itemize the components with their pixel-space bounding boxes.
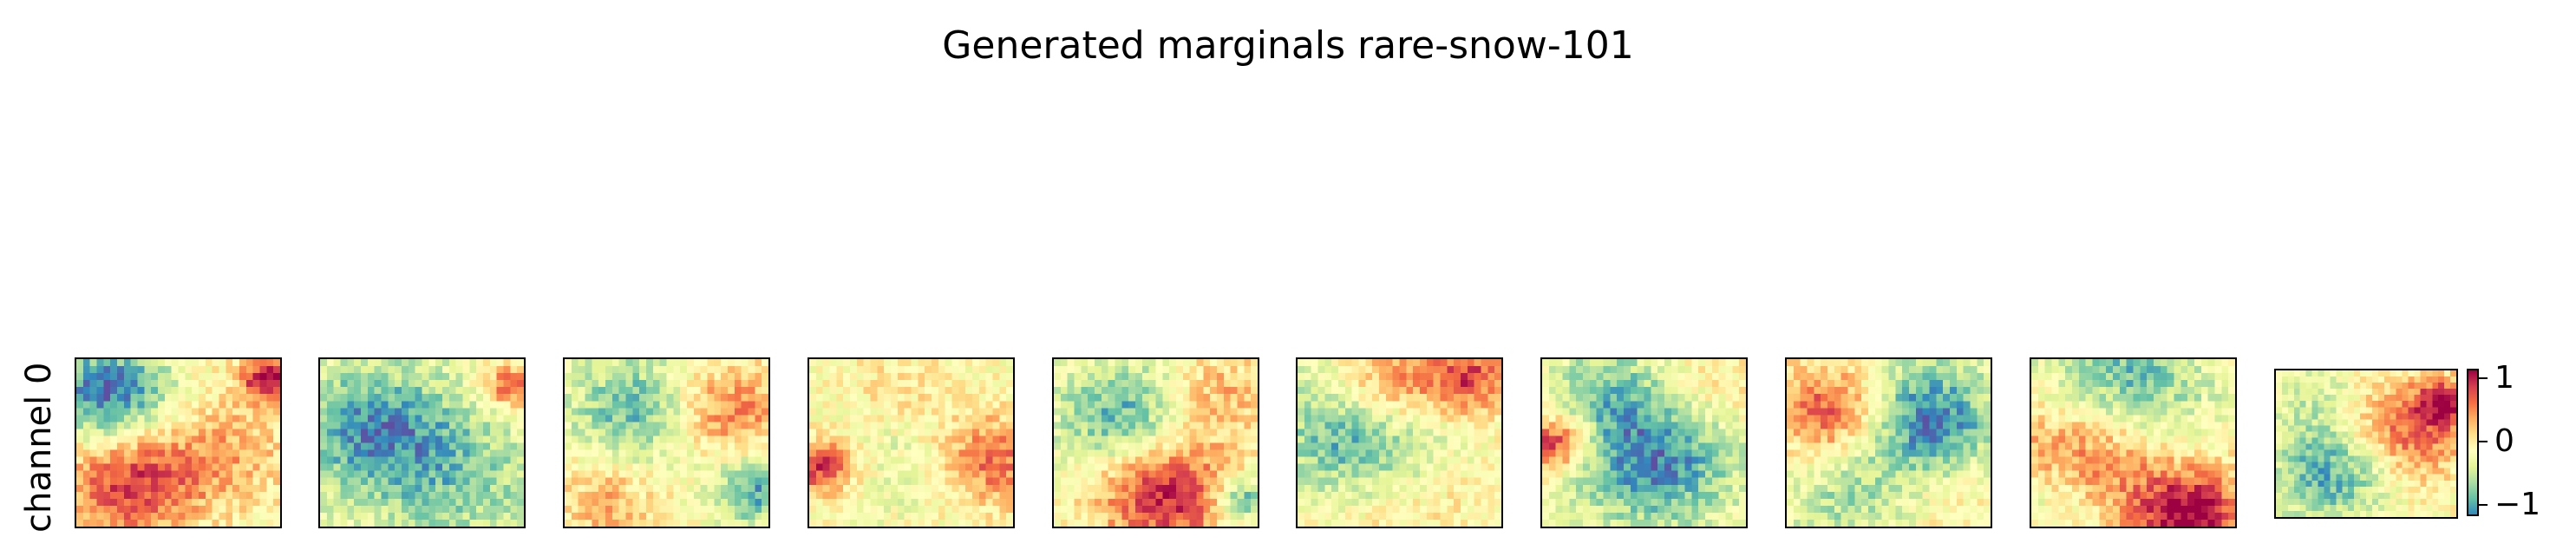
heatmap-panel-9 [2030, 357, 2237, 528]
row-label-text: channel 0 [19, 362, 59, 533]
heatmap-canvas [809, 359, 1013, 527]
heatmap-panel-3 [563, 357, 770, 528]
chart-title: Generated marginals rare-snow-101 [942, 23, 1634, 68]
heatmap-panel-5 [1052, 357, 1259, 528]
heatmap-canvas [2031, 359, 2235, 527]
heatmap-canvas [2276, 370, 2456, 517]
colorbar-tick-label: −1 [2494, 487, 2541, 522]
heatmap-canvas [1787, 359, 1991, 527]
heatmap-panel-6 [1296, 357, 1503, 528]
colorbar-tick [2479, 504, 2488, 506]
heatmap-canvas [1298, 359, 1501, 527]
heatmap-panel-1 [75, 357, 282, 528]
heatmap-panel-4 [807, 357, 1015, 528]
colorbar-tick-label: 0 [2494, 423, 2514, 459]
colorbar-tick [2479, 441, 2488, 442]
heatmap-panel-10 [2274, 369, 2458, 519]
colorbar-tick-label: 1 [2494, 360, 2514, 396]
heatmap-canvas [565, 359, 768, 527]
heatmap-canvas [320, 359, 524, 527]
colorbar-tick [2479, 377, 2488, 379]
colorbar [2467, 369, 2479, 516]
heatmap-panel-7 [1540, 357, 1748, 528]
heatmap-panel-8 [1785, 357, 1992, 528]
heatmap-canvas [1542, 359, 1746, 527]
heatmap-canvas [1054, 359, 1258, 527]
heatmap-canvas [76, 359, 280, 527]
heatmap-panel-2 [318, 357, 526, 528]
